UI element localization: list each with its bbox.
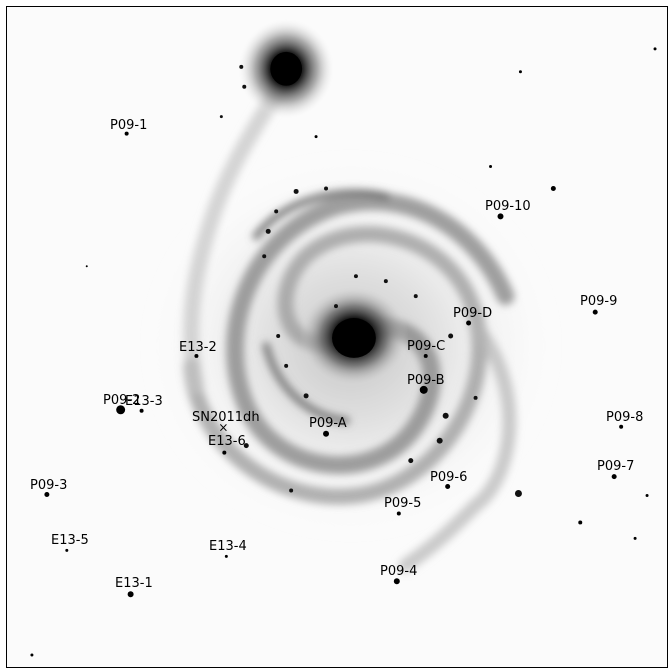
label-p09-6: P09-6 (430, 471, 467, 484)
label-e13-2: E13-2 (179, 341, 217, 354)
label-p09-1: P09-1 (110, 119, 147, 132)
label-e13-6: E13-6 (208, 435, 246, 448)
label-p09-8: P09-8 (606, 411, 643, 424)
galaxy-image: × (7, 7, 667, 667)
label-p09-4: P09-4 (380, 565, 417, 578)
label-p09-c: P09-C (407, 340, 445, 353)
label-p09-b: P09-B (407, 374, 445, 387)
label-sn2011dh: SN2011dh (192, 411, 260, 424)
label-p09-5: P09-5 (384, 497, 421, 510)
label-p09-10: P09-10 (485, 200, 531, 213)
label-p09-7: P09-7 (597, 460, 634, 473)
label-e13-1: E13-1 (115, 577, 153, 590)
label-p09-3: P09-3 (30, 479, 67, 492)
label-e13-5: E13-5 (51, 534, 89, 547)
label-e13-3: E13-3 (125, 395, 163, 408)
label-p09-9: P09-9 (580, 295, 617, 308)
label-p09-a: P09-A (309, 417, 347, 430)
label-e13-4: E13-4 (209, 540, 247, 553)
image-frame: × P09-1 P09-10 P09-9 P09-D P09-C E13-2 P… (6, 6, 668, 668)
label-p09-d: P09-D (453, 307, 492, 320)
